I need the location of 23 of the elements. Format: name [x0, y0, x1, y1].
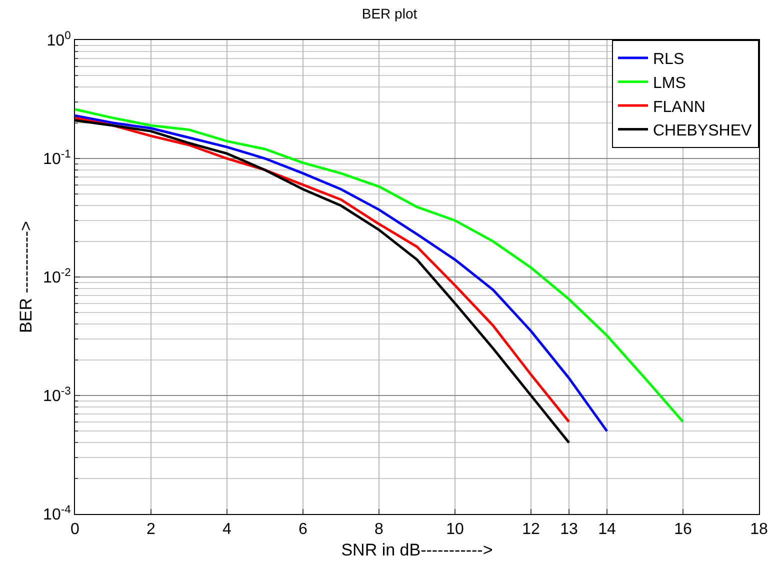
- x-tick-label: 2: [146, 521, 156, 538]
- y-tick-label: 10$^{0}$: [46, 30, 71, 50]
- legend-label: LMS: [653, 74, 686, 92]
- x-tick-label: 13: [560, 521, 578, 538]
- x-tick-label: 14: [598, 521, 616, 538]
- x-tick-label: 4: [222, 521, 232, 538]
- legend-label: FLANN: [653, 98, 706, 116]
- x-tick-label: 8: [374, 521, 384, 538]
- x-axis-title: SNR in dB----------->: [341, 540, 493, 560]
- y-tick-label: 10$^{-2}$: [43, 266, 71, 287]
- y-tick-label: 10$^{-4}$: [43, 504, 71, 524]
- y-tick-label: 10$^{-3}$: [43, 385, 71, 406]
- legend-label: CHEBYSHEV: [653, 122, 752, 140]
- chart-title: BER plot: [362, 5, 418, 22]
- x-tick-label: 18: [750, 521, 768, 538]
- y-axis-title: BER ----------->: [16, 220, 36, 333]
- legend-label: RLS: [653, 51, 684, 68]
- x-tick-label: 0: [70, 521, 80, 538]
- x-tick-label: 16: [674, 521, 692, 538]
- x-tick-label: 6: [298, 521, 308, 538]
- y-tick-label: 10$^{-1}$: [43, 148, 71, 168]
- x-tick-label: 12: [522, 521, 540, 538]
- x-tick-label: 10: [446, 521, 464, 538]
